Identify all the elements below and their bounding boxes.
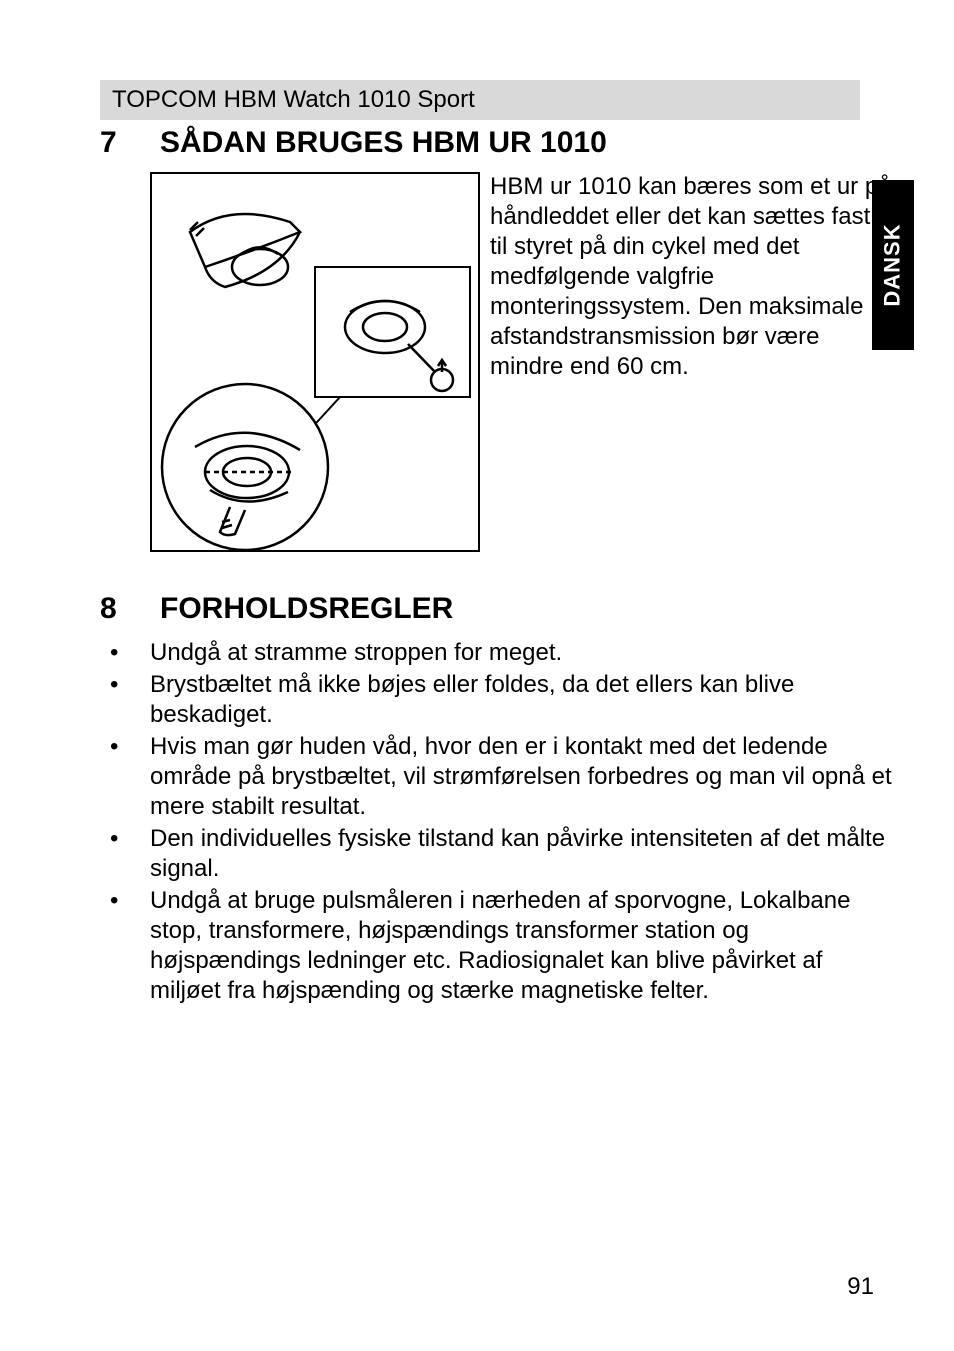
bullet-icon: • — [100, 824, 150, 854]
page-number: 91 — [847, 1273, 874, 1301]
bullet-icon: • — [100, 670, 150, 700]
list-item: • Hvis man gør huden våd, hvor den er i … — [100, 732, 894, 822]
section8-bullet-list: • Undgå at stramme stroppen for meget. •… — [100, 638, 894, 1006]
list-item: • Brystbæltet må ikke bøjes eller foldes… — [100, 670, 894, 730]
bullet-text: Den individuelles fysiske tilstand kan p… — [150, 824, 894, 884]
language-tab: DANSK — [872, 180, 914, 350]
header-bar: TOPCOM HBM Watch 1010 Sport — [100, 80, 860, 120]
mounting-figure — [150, 172, 480, 552]
header-title: TOPCOM HBM Watch 1010 Sport — [112, 86, 475, 113]
section7-title-row: 7 SÅDAN BRUGES HBM UR 1010 — [100, 126, 894, 160]
bullet-icon: • — [100, 732, 150, 762]
section7-body: HBM ur 1010 kan bæres som et ur på håndl… — [100, 172, 894, 552]
bullet-text: Brystbæltet må ikke bøjes eller foldes, … — [150, 670, 894, 730]
bullet-text: Hvis man gør huden våd, hvor den er i ko… — [150, 732, 894, 822]
section8-number: 8 — [100, 592, 160, 626]
language-tab-label: DANSK — [880, 223, 906, 306]
list-item: • Undgå at bruge pulsmåleren i nærheden … — [100, 886, 894, 1006]
list-item: • Den individuelles fysiske tilstand kan… — [100, 824, 894, 884]
list-item: • Undgå at stramme stroppen for meget. — [100, 638, 894, 668]
bullet-icon: • — [100, 638, 150, 668]
mounting-diagram-svg — [150, 172, 480, 552]
bullet-text: Undgå at stramme stroppen for meget. — [150, 638, 894, 668]
page: TOPCOM HBM Watch 1010 Sport 7 SÅDAN BRUG… — [0, 0, 954, 1351]
bullet-icon: • — [100, 886, 150, 916]
bullet-text: Undgå at bruge pulsmåleren i nærheden af… — [150, 886, 894, 1006]
section7-paragraph: HBM ur 1010 kan bæres som et ur på håndl… — [490, 172, 894, 382]
section7-number: 7 — [100, 126, 160, 160]
section8-title-row: 8 FORHOLDSREGLER — [100, 592, 894, 626]
section7-heading: SÅDAN BRUGES HBM UR 1010 — [160, 126, 607, 160]
section8-heading: FORHOLDSREGLER — [160, 592, 453, 626]
